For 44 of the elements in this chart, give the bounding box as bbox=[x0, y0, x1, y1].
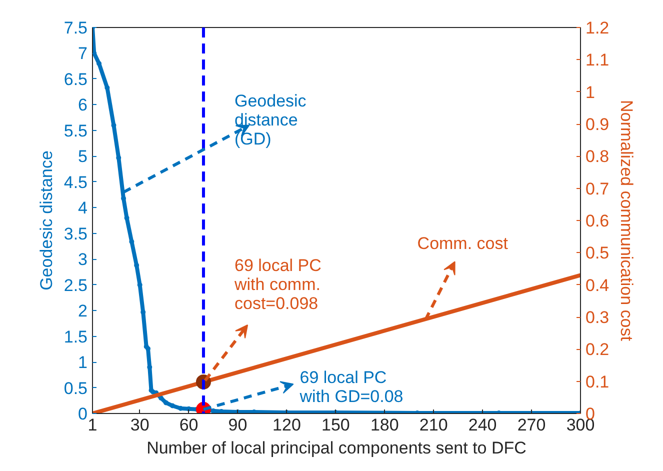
y2-tick-label: 0.2 bbox=[586, 340, 610, 360]
x-tick-label: 90 bbox=[228, 416, 248, 434]
y-tick-label: 4.5 bbox=[64, 172, 88, 192]
x-tick-label: 150 bbox=[322, 416, 350, 434]
y-tick-label: 6.5 bbox=[64, 70, 88, 89]
y-tick-label: 7.5 bbox=[64, 18, 88, 38]
y2-tick-label: 0.3 bbox=[586, 308, 610, 327]
x-tick-label: 240 bbox=[468, 416, 497, 434]
y-tick-label: 2 bbox=[78, 302, 88, 321]
x-tick-label: 270 bbox=[517, 416, 546, 434]
y-tick-label: 3 bbox=[78, 250, 88, 270]
y-tick-label: 2.5 bbox=[64, 276, 88, 295]
x-tick-label: 120 bbox=[272, 416, 301, 434]
y2-tick-label: 0.5 bbox=[586, 244, 610, 263]
y2-tick-label: 0.9 bbox=[586, 115, 610, 134]
x-tick-label: 210 bbox=[419, 416, 448, 434]
y2-tick-label: 0.8 bbox=[586, 147, 610, 166]
y2-tick-label: 0.7 bbox=[586, 179, 610, 198]
y2-tick-label: 1.1 bbox=[586, 50, 610, 70]
y2-tick-label: 1.2 bbox=[586, 18, 610, 38]
annotation: Comm. cost bbox=[417, 234, 508, 253]
y-tick-label: 1.5 bbox=[64, 327, 88, 346]
y2-tick-label: 0.6 bbox=[586, 212, 610, 230]
y2-axis-title: Normalized communication cost bbox=[617, 100, 636, 342]
y-axis-title: Geodesic distance bbox=[36, 150, 56, 290]
y2-tick-label: 0.4 bbox=[586, 276, 610, 295]
annotation: 69 local PC with comm. cost=0.098 bbox=[233, 256, 322, 314]
y-tick-label: 5 bbox=[78, 147, 88, 166]
y-tick-label: 5.5 bbox=[64, 121, 88, 140]
y2-tick-label: 0.1 bbox=[586, 372, 610, 392]
y-tick-label: 6 bbox=[78, 96, 88, 115]
y-tick-label: 4 bbox=[78, 198, 88, 218]
annotation: 69 local PC with GD=0.08 bbox=[298, 368, 404, 406]
annotation: Geodesic distance (GD) bbox=[234, 91, 307, 148]
y-tick-label: 3.5 bbox=[64, 224, 88, 244]
y-tick-label: 1 bbox=[78, 353, 88, 372]
y2-tick-label: 1 bbox=[586, 82, 595, 102]
x-tick-label: 180 bbox=[370, 416, 399, 434]
y-tick-label: 0 bbox=[78, 404, 88, 424]
y-tick-label: 7 bbox=[78, 44, 88, 64]
x-tick-label: 30 bbox=[130, 416, 150, 434]
y-tick-label: 0.5 bbox=[64, 378, 88, 398]
x-tick-label: 60 bbox=[179, 416, 198, 434]
x-axis-title: Number of local principal components sent to DFC bbox=[146, 438, 526, 458]
